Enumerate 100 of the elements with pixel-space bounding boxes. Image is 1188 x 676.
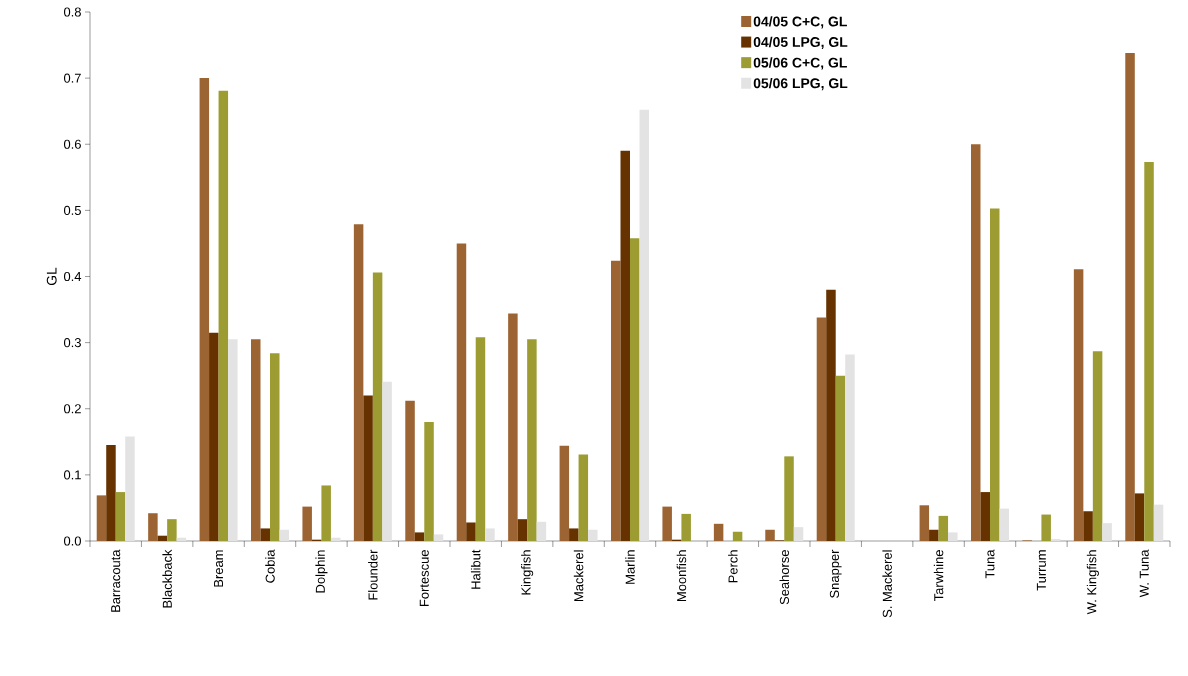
y-tick-label: 0.5 bbox=[63, 205, 81, 215]
bar bbox=[971, 144, 981, 541]
y-tick-label: 0.3 bbox=[63, 338, 81, 348]
bar bbox=[353, 224, 364, 541]
bar bbox=[681, 513, 691, 541]
bar bbox=[1041, 514, 1051, 541]
bar bbox=[990, 208, 1000, 541]
bar bbox=[199, 78, 210, 541]
x-tick-label: Perch bbox=[728, 550, 738, 583]
bar bbox=[96, 495, 107, 541]
bar bbox=[148, 513, 158, 541]
y-axis-title: GL bbox=[46, 267, 57, 286]
bar bbox=[485, 528, 495, 541]
bar bbox=[793, 527, 804, 541]
y-tick-label: 0.0 bbox=[63, 536, 81, 546]
x-tick-label: W. Kingfish bbox=[1086, 550, 1099, 615]
bar bbox=[433, 534, 444, 541]
bar bbox=[732, 531, 743, 541]
x-tick-label: Seahorse bbox=[779, 550, 790, 605]
legend-label: 05/06 LPG, GL bbox=[753, 77, 848, 91]
x-tick-label: Cobia bbox=[265, 549, 275, 583]
legend-label: 04/05 C+C, GL bbox=[753, 16, 847, 29]
bar bbox=[611, 260, 621, 541]
bar bbox=[414, 532, 425, 541]
bar bbox=[218, 90, 229, 541]
bar bbox=[125, 436, 135, 541]
bar bbox=[578, 454, 589, 541]
bar bbox=[508, 313, 518, 541]
bar bbox=[569, 528, 579, 541]
x-tick-label: Marlin bbox=[625, 550, 635, 584]
y-tick-label: 0.7 bbox=[63, 73, 81, 83]
x-tick-label: Turrum bbox=[1036, 550, 1046, 591]
bar bbox=[279, 529, 289, 541]
bar bbox=[938, 515, 949, 541]
bar bbox=[1144, 162, 1154, 541]
bar bbox=[424, 421, 434, 541]
y-tick-label: 0.8 bbox=[63, 7, 81, 17]
bar bbox=[115, 492, 126, 541]
x-tick-label: Fortescue bbox=[419, 550, 429, 607]
bar bbox=[321, 485, 331, 541]
x-tick-label: Halibut bbox=[470, 549, 481, 589]
x-tick-label: Moonfish bbox=[676, 550, 687, 602]
bar bbox=[302, 506, 312, 541]
bar bbox=[260, 528, 270, 541]
x-tick-label: Dolphin bbox=[315, 550, 328, 593]
y-tick-label: 0.1 bbox=[63, 470, 81, 480]
x-tick-label: S. Mackerel bbox=[882, 550, 892, 618]
bar bbox=[382, 381, 392, 541]
y-tick-label: 0.6 bbox=[63, 139, 81, 149]
bar bbox=[826, 289, 836, 541]
bar bbox=[1102, 523, 1112, 541]
bar bbox=[919, 505, 930, 541]
bar bbox=[251, 339, 261, 541]
x-tick-label: Blackback bbox=[162, 549, 172, 608]
bar bbox=[106, 445, 116, 541]
bar bbox=[662, 506, 672, 541]
bar bbox=[456, 243, 467, 541]
bar bbox=[630, 238, 640, 541]
bar bbox=[816, 317, 827, 541]
x-tick-label: Snapper bbox=[829, 549, 842, 598]
x-tick-label: Tarwhine bbox=[933, 550, 944, 602]
bar bbox=[1153, 504, 1164, 541]
bar bbox=[559, 445, 570, 541]
bar bbox=[517, 519, 528, 541]
bar bbox=[588, 529, 598, 541]
x-tick-label: Mackerel bbox=[573, 550, 584, 601]
bar bbox=[209, 332, 219, 541]
bar bbox=[948, 532, 958, 541]
legend-label: 04/05 LPG, GL bbox=[753, 36, 848, 50]
bar bbox=[270, 353, 280, 541]
bar bbox=[620, 150, 630, 541]
bar bbox=[713, 523, 724, 541]
bar bbox=[929, 529, 939, 541]
bar bbox=[845, 354, 855, 541]
x-tick-label: Tuna bbox=[985, 549, 995, 579]
bar bbox=[167, 519, 177, 541]
x-tick-label: Flounder bbox=[368, 549, 378, 600]
bar bbox=[765, 529, 775, 541]
x-tick-label: Barracouta bbox=[111, 549, 121, 612]
x-tick-label: W. Tuna bbox=[1139, 549, 1149, 598]
bar bbox=[372, 272, 383, 541]
bar bbox=[639, 109, 649, 541]
bar bbox=[157, 535, 168, 541]
bar bbox=[1134, 493, 1145, 541]
bar bbox=[1092, 351, 1103, 541]
bar bbox=[363, 395, 373, 541]
bar bbox=[980, 492, 990, 541]
bar bbox=[784, 456, 794, 541]
bar bbox=[1083, 511, 1093, 541]
bar bbox=[999, 508, 1009, 541]
y-tick-label: 0.2 bbox=[63, 404, 81, 414]
bar bbox=[1125, 52, 1135, 541]
bar bbox=[536, 521, 547, 541]
bar bbox=[1073, 269, 1084, 541]
x-tick-label: Bream bbox=[214, 550, 224, 587]
bar bbox=[466, 522, 476, 541]
legend-label: 05/06 C+C, GL bbox=[753, 57, 847, 70]
bar bbox=[228, 339, 238, 541]
y-tick-label: 0.4 bbox=[63, 271, 82, 282]
bar bbox=[527, 339, 537, 541]
